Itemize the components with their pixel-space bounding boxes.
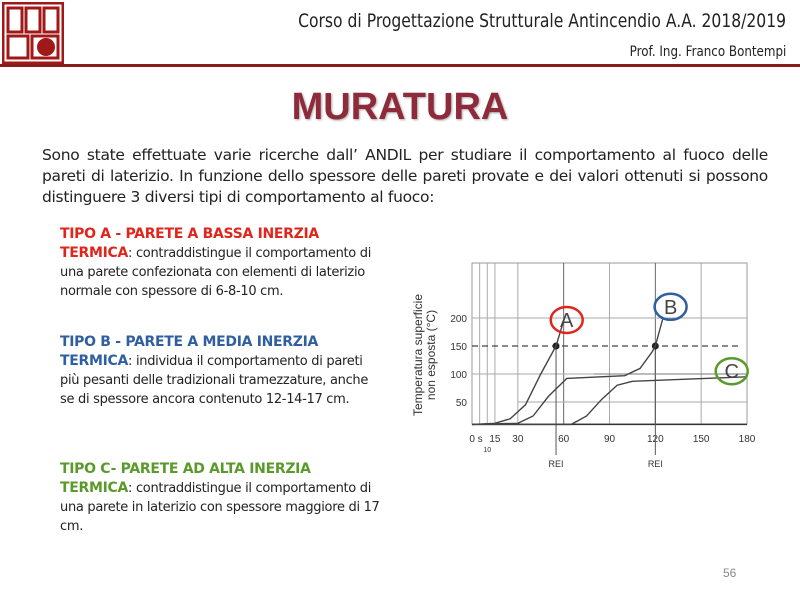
- professor-name: Prof. Ing. Franco Bontempi: [629, 44, 786, 60]
- type-a-block: TIPO A - PARETE A BASSA INERZIA TERMICA:…: [60, 225, 380, 301]
- x-tick-label: 0 s: [469, 434, 482, 445]
- series-label-circle-A: [549, 305, 584, 335]
- x-tick-label: 90: [604, 434, 616, 445]
- rei-label: REI: [648, 459, 663, 469]
- x-tick-label: 180: [739, 434, 756, 445]
- page-number: 56: [723, 566, 737, 580]
- series-line-B: [471, 317, 664, 426]
- type-a-heading-2: TERMICA: [60, 245, 129, 261]
- series-label-circle-C: [714, 356, 749, 386]
- series-label-A: A: [560, 310, 574, 332]
- header-divider: [0, 64, 800, 67]
- series-label-circle-B: [653, 292, 688, 322]
- series-label-C: C: [724, 361, 738, 383]
- type-a-heading: TIPO A - PARETE A BASSA INERZIA: [60, 226, 319, 242]
- y-tick-label: 100: [450, 370, 467, 381]
- y-tick-label: 150: [450, 342, 467, 353]
- y-axis-label: Temperatura superficienon esposta (°C): [411, 294, 438, 416]
- type-b-text: : individua il comportamento di pareti p…: [60, 354, 369, 407]
- y-tick-label: 50: [456, 398, 468, 409]
- type-b-heading: TIPO B - PARETE A MEDIA INERZIA: [60, 334, 319, 350]
- rei-label: REI: [549, 459, 564, 469]
- type-c-heading-2: TERMICA: [60, 480, 129, 496]
- slide-title: MURATURA: [291, 86, 509, 128]
- x-tick-label: 15: [489, 434, 501, 445]
- type-c-block: TIPO C- PARETE AD ALTA INERZIA TERMICA: …: [60, 460, 380, 536]
- type-c-text: : contraddistingue il comportamento di u…: [60, 481, 380, 534]
- x-tick-label: 60: [558, 434, 570, 445]
- type-a-text: : contraddistingue il comportamento di u…: [60, 246, 372, 299]
- intro-paragraph: Sono state effettuate varie ricerche dal…: [42, 146, 768, 206]
- x-tick-label: 150: [693, 434, 710, 445]
- type-b-heading-2: TERMICA: [60, 353, 129, 369]
- type-b-block: TIPO B - PARETE A MEDIA INERZIA TERMICA:…: [60, 333, 380, 409]
- x-tick-label: 30: [512, 434, 524, 445]
- series-label-B: B: [664, 297, 677, 319]
- y-tick-label: 200: [450, 314, 467, 325]
- course-title: Corso di Progettazione Strutturale Antin…: [298, 10, 786, 32]
- type-c-heading: TIPO C- PARETE AD ALTA INERZIA: [60, 461, 311, 477]
- x-tick-label: 10: [483, 447, 491, 454]
- university-seal-logo: [2, 2, 64, 64]
- series-line-C: [472, 376, 748, 426]
